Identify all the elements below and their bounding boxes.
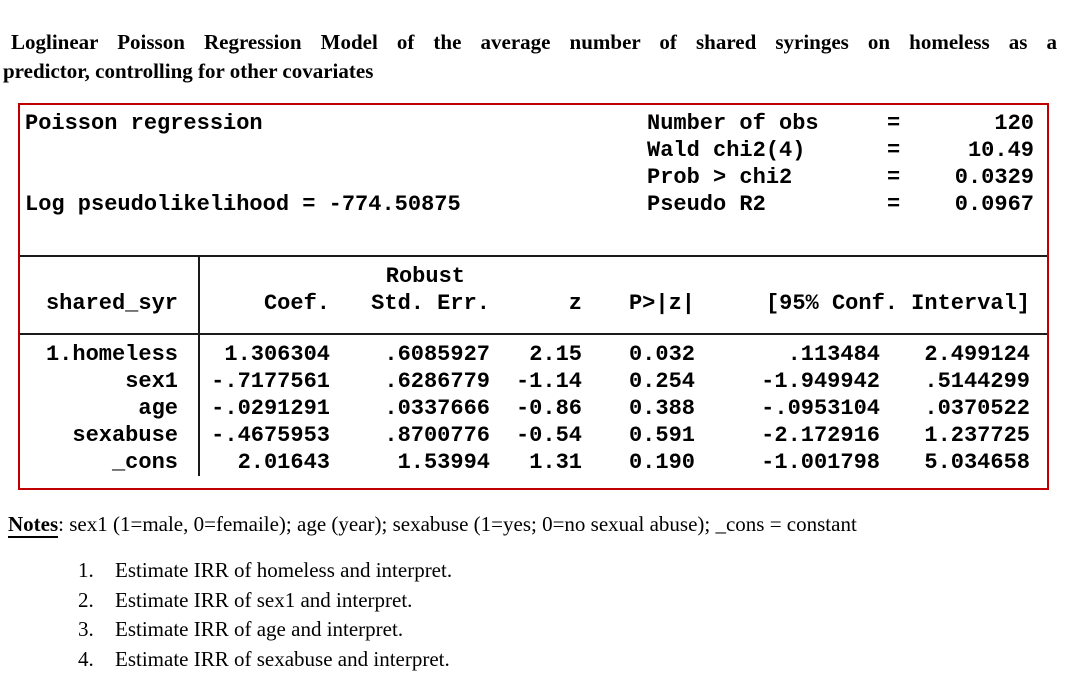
stat-label: Prob > chi2 [647,165,793,190]
question-item: 2. Estimate IRR of sex1 and interpret. [0,586,452,616]
row-var: age [138,396,178,421]
cell-p: 0.591 [628,423,695,448]
results-table: Robust shared_syr Coef. Std. Err. z P>|z… [20,255,1047,476]
cell-ci-high: .5144299 [924,369,1030,394]
page-title: Loglinear Poisson Regression Model of th… [3,28,1057,86]
cell-z: -0.54 [515,423,582,448]
loglik-label: Log pseudolikelihood = -774.50875 [25,192,461,217]
stat-value: 0.0967 [954,192,1034,217]
question-number: 1. [78,558,94,582]
cell-p: 0.254 [628,369,695,394]
cell-coef: -.7177561 [211,369,330,394]
cell-z: 1.31 [529,450,582,475]
table-header: Robust shared_syr Coef. Std. Err. z P>|z… [20,257,1047,335]
table-row: sex1 -.7177561 .6286779 -1.14 0.254 -1.9… [20,368,1047,395]
cell-p: 0.032 [628,342,695,367]
cell-stderr: 1.53994 [397,450,490,475]
cell-stderr: .6085927 [384,342,490,367]
stat-label: Pseudo R2 [647,192,766,217]
cell-ci-high: 2.499124 [924,342,1030,367]
col-header-coef: Coef. [263,291,330,316]
stat-value: 10.49 [967,138,1034,163]
equals-sign: = [887,138,901,163]
cell-stderr: .0337666 [384,396,490,421]
table-row: sexabuse -.4675953 .8700776 -0.54 0.591 … [20,422,1047,449]
cell-ci-low: -1.001798 [761,450,880,475]
table-header-row-robust: Robust [20,263,1047,290]
stat-row: Log pseudolikelihood = -774.50875 Pseudo… [25,191,1034,218]
table-vertical-divider [198,257,200,476]
stat-row: Prob > chi2 = 0.0329 [25,164,1034,191]
depvar-cell: shared_syr [45,291,178,316]
col-header-ci: [95% Conf. Interval] [765,291,1030,316]
question-list: 1. Estimate IRR of homeless and interpret… [0,556,452,674]
question-text: Estimate IRR of age and interpret. [115,617,404,641]
page-title-line-1: Loglinear Poisson Regression Model of th… [11,30,1057,54]
question-number: 4. [78,646,94,671]
cell-ci-low: -.0953104 [761,396,880,421]
question-item: 3. Estimate IRR of age and interpret. [0,615,452,645]
table-row: age -.0291291 .0337666 -0.86 0.388 -.095… [20,395,1047,422]
question-item: 4. Estimate IRR of sexabuse and interpret… [0,645,452,675]
cell-z: -1.14 [515,369,582,394]
cell-ci-low: .113484 [787,342,880,367]
row-var: _cons [111,450,178,475]
stat-label: Wald chi2(4) [647,138,806,163]
equals-sign: = [887,111,901,136]
stat-row: Wald chi2(4) = 10.49 [25,137,1034,164]
question-number: 2. [78,587,94,612]
question-text: Estimate IRR of homeless and interpret. [115,558,453,582]
equals-sign: = [887,192,901,217]
stat-value: 0.0329 [954,165,1034,190]
stat-label: Number of obs [647,111,819,136]
row-var: 1.homeless [45,342,178,367]
equals-sign: = [887,165,901,190]
question-text: Estimate IRR of sex1 and interpret. [115,587,413,612]
notes-label: Notes [8,512,59,538]
col-header-p: P>|z| [628,291,695,316]
cell-stderr: .8700776 [384,423,490,448]
cell-coef: 2.01643 [237,450,330,475]
question-item: 1. Estimate IRR of homeless and interpret… [0,556,452,586]
row-var: sex1 [125,369,178,394]
col-header-z: z [568,291,582,316]
cell-stderr: .6286779 [384,369,490,394]
question-number: 3. [78,617,94,641]
model-label: Poisson regression [25,111,263,136]
page-title-line-2: predictor, controlling for other covaria… [3,59,374,83]
cell-ci-low: -1.949942 [761,369,880,394]
cell-coef: 1.306304 [224,342,330,367]
col-header-robust: Robust [385,264,465,289]
cell-ci-high: 5.034658 [924,450,1030,475]
cell-ci-high: 1.237725 [924,423,1030,448]
cell-z: -0.86 [515,396,582,421]
stata-output-box: Poisson regression Number of obs = 120 W… [18,103,1049,490]
notes-text: : sex1 (1=male, 0=femaile); age (year); … [58,512,857,536]
question-text: Estimate IRR of sexabuse and interpret. [115,646,450,671]
cell-p: 0.388 [628,396,695,421]
stat-value: 120 [994,111,1034,136]
cell-ci-low: -2.172916 [761,423,880,448]
cell-coef: -.4675953 [211,423,330,448]
table-header-row: shared_syr Coef. Std. Err. z P>|z| [95% … [20,290,1047,317]
cell-coef: -.0291291 [211,396,330,421]
cell-ci-high: .0370522 [924,396,1030,421]
table-row: 1.homeless 1.306304 .6085927 2.15 0.032 … [20,341,1047,368]
notes-line: Notes: sex1 (1=male, 0=femaile); age (ye… [8,510,1058,539]
stat-row: Poisson regression Number of obs = 120 [25,110,1034,137]
cell-z: 2.15 [529,342,582,367]
col-header-stderr: Std. Err. [371,291,490,316]
table-row: _cons 2.01643 1.53994 1.31 0.190 -1.0017… [20,449,1047,476]
row-var: sexabuse [72,423,178,448]
cell-p: 0.190 [628,450,695,475]
stata-header-stats: Poisson regression Number of obs = 120 W… [20,105,1047,218]
table-body: 1.homeless 1.306304 .6085927 2.15 0.032 … [20,335,1047,476]
